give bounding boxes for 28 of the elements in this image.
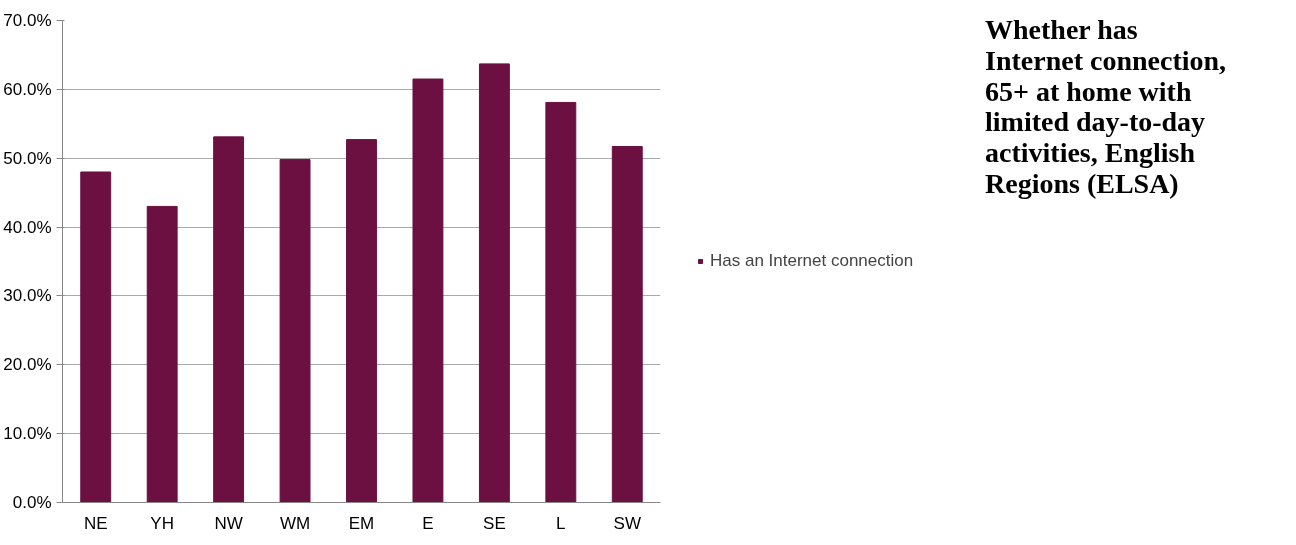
y-tick-label: 40.0% [3,217,52,237]
legend-label: Has an Internet connection [710,251,914,271]
x-tick-label: YH [150,513,174,533]
x-tick-label: SW [613,513,641,533]
y-tick-label: 0.0% [12,493,52,512]
y-tick-label: 70.0% [3,11,52,30]
bar [545,101,577,503]
y-tick-label: 20.0% [3,355,52,375]
x-tick-label: L [556,513,566,533]
x-tick-label: NE [83,513,108,533]
y-tick-label: 60.0% [3,79,52,99]
x-tick-label: E [422,513,434,533]
bar [412,78,444,503]
y-tick-label: 50.0% [3,148,52,168]
bar [611,146,643,503]
y-tick-label: 10.0% [3,424,52,444]
y-tick-label: 30.0% [3,286,52,306]
x-tick-label: SE [483,513,506,533]
bar [478,63,510,503]
text: Whether has Internet connection, 65+ at home with limited day-to-day activities, English Regions (ELSA) [985,14,1228,200]
x-tick-label: EM [348,513,375,533]
x-tick-label: NW [214,513,243,533]
bar [279,159,311,503]
bar [346,139,377,503]
bar [213,136,245,503]
x-tick-label: WM [279,513,311,533]
bar [146,205,178,503]
bar [80,171,112,503]
